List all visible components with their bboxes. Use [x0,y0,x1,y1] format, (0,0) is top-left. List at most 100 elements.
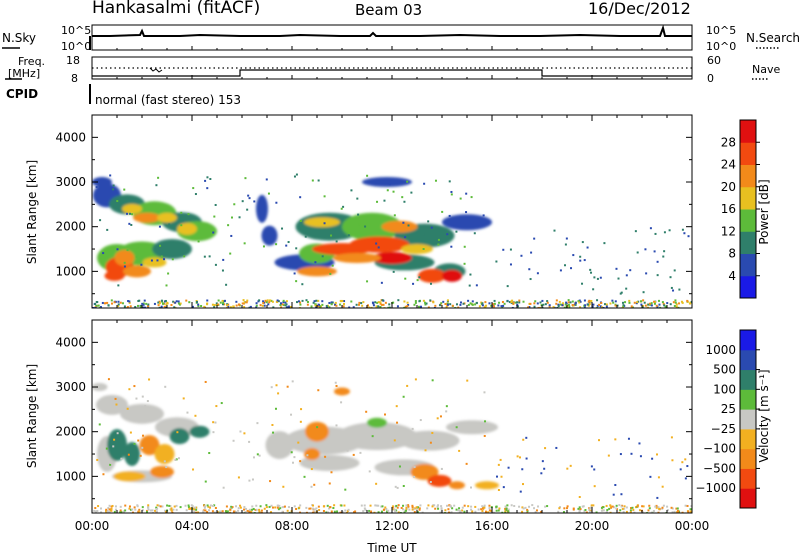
scatter-dot [357,303,360,306]
scatter-dot [654,300,657,303]
scatter-dot [521,506,524,509]
scatter-dot [245,507,248,510]
scatter-dot [330,303,333,306]
scatter-dot [455,303,458,306]
scatter-dot [599,305,602,308]
scatter-dot [333,504,336,507]
scatter-dot [423,437,426,440]
scatter-dot [577,300,580,303]
scatter-dot [299,504,302,507]
scatter-dot [137,439,140,442]
scatter-dot [392,190,395,193]
scatter-dot [123,188,126,191]
scatter-dot [451,507,454,510]
scatter-dot [516,303,519,306]
scatter-dot [393,214,396,217]
ytick-label: 3000 [55,175,86,189]
scatter-dot [540,510,543,513]
scatter-dot [227,303,230,306]
scatter-dot [602,306,605,308]
scatter-dot [168,504,171,507]
scatter-dot [380,429,383,432]
scatter-dot [335,240,338,243]
scatter-dot [424,449,427,452]
scatter-dot [114,397,117,400]
scatter-dot [146,509,149,512]
scatter-dot [487,511,490,513]
scatter-dot [495,505,498,508]
scatter-dot [267,192,270,195]
scatter-dot [358,301,361,304]
scatter-dot [259,511,262,513]
scatter-dot [329,506,332,509]
scatter-dot [646,306,649,308]
scatter-dot [521,468,524,471]
scatter-dot [155,506,158,509]
scatter-dot [225,283,228,286]
scatter-dot [422,299,425,302]
scatter-dot [229,507,232,510]
scatter-dot [446,504,449,507]
scatter-dot [642,291,645,294]
scatter-dot [438,304,441,307]
scatter-dot [221,303,224,306]
scatter-patch [427,474,452,487]
scatter-dot [209,177,212,180]
scatter-dot [623,507,626,510]
scatter-dot [402,508,405,511]
scatter-dot [406,301,409,304]
scatter-dot [615,504,618,507]
scatter-patch [410,463,439,480]
station-title: Hankasalmi (fitACF) [92,0,261,18]
scatter-dot [363,507,366,510]
scatter-dot [318,509,321,512]
scatter-dot [186,411,189,414]
scatter-dot [227,305,230,308]
scatter-dot [407,224,410,227]
scatter-dot [662,255,665,258]
scatter-dot [619,509,622,512]
scatter-dot [434,179,437,182]
scatter-dot [258,508,261,511]
scatter-dot [147,303,150,306]
scatter-dot [539,301,542,304]
scatter-dot [123,305,126,308]
scatter-dot [335,424,338,427]
scatter-dot [478,305,481,308]
scatter-dot [157,176,160,179]
scatter-dot [176,431,179,434]
scatter-dot [276,504,279,507]
scatter-dot [403,306,406,308]
scatter-dot [331,264,334,267]
scatter-dot [602,509,605,512]
scatter-dot [563,507,566,510]
scatter-dot [368,306,371,308]
scatter-dot [141,302,144,305]
scatter-dot [386,510,389,513]
colorbar-segment [740,468,756,489]
scatter-dot [377,305,380,308]
scatter-dot [558,300,561,303]
scatter-dot [565,237,568,240]
scatter-dot [140,263,143,266]
scatter-dot [431,431,434,434]
scatter-dot [566,505,569,508]
scatter-dot [160,305,163,308]
scatter-dot [175,504,178,507]
scatter-dot [384,301,387,304]
scatter-dot [282,304,285,307]
scatter-dot [528,306,531,308]
scatter-dot [400,506,403,509]
scatter-dot [449,303,452,306]
scatter-dot [686,504,689,507]
scatter-dot [287,305,290,308]
scatter-dot [373,511,376,513]
scatter-dot [248,510,251,513]
scatter-dot [312,301,315,304]
scatter-dot [117,303,120,306]
scatter-dot [248,306,251,308]
scatter-dot [536,272,539,275]
scatter-dot [352,306,355,308]
scatter-dot [96,509,99,512]
scatter-dot [310,485,313,488]
